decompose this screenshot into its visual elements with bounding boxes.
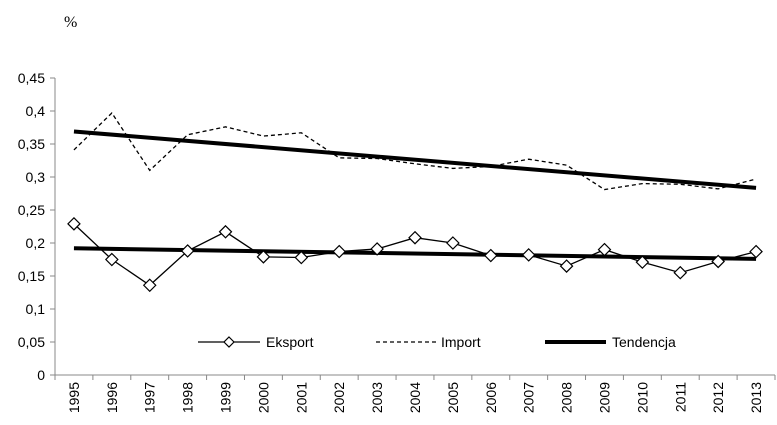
- eksport-point: [332, 244, 347, 259]
- x-tick-label: 2011: [672, 382, 688, 412]
- eksport-point: [67, 217, 81, 231]
- legend: Eksport Import Tendencja: [140, 330, 735, 354]
- legend-eksport-label: Eksport: [266, 334, 314, 350]
- x-tick-label: 2007: [521, 382, 537, 413]
- eksport-point: [370, 242, 384, 256]
- eksport-point: [142, 278, 157, 293]
- y-tick-label: 0,35: [18, 136, 45, 152]
- x-tick-label: 1999: [218, 382, 234, 413]
- x-tick-label: 2003: [369, 382, 385, 413]
- x-tick-label: 2013: [748, 382, 764, 413]
- x-tick-label: 2008: [559, 382, 575, 413]
- x-tick-label: 2005: [445, 382, 461, 413]
- y-unit-label: %: [64, 14, 77, 31]
- eksport-point: [256, 250, 271, 264]
- eksport-series: [67, 217, 763, 293]
- eksport-point: [559, 259, 574, 273]
- eksport-point: [408, 230, 422, 245]
- legend-eksport-marker: [223, 336, 235, 348]
- x-tick-label: 2000: [255, 382, 271, 413]
- x-tick-label: 1998: [180, 382, 196, 413]
- x-tick-label: 2001: [293, 382, 309, 413]
- legend-import-label: Import: [441, 334, 481, 350]
- x-tick-label: 2004: [407, 382, 423, 413]
- x-tick-label: 2009: [596, 382, 612, 413]
- x-tick-label: 2012: [710, 382, 726, 413]
- eksport-point: [711, 254, 726, 269]
- x-tick-label: 2006: [483, 382, 499, 413]
- eksport-point: [673, 265, 688, 280]
- eksport-point: [104, 252, 119, 267]
- x-tick-label: 2010: [634, 382, 650, 413]
- y-tick-label: 0: [37, 367, 45, 383]
- eksport-point: [521, 248, 536, 262]
- y-tick-label: 0,15: [18, 268, 45, 284]
- eksport-point: [218, 224, 233, 239]
- legend-tendencja-label: Tendencja: [612, 334, 676, 350]
- eksport-point: [180, 244, 195, 258]
- trend-line-eksport: [73, 246, 757, 261]
- x-tick-label: 2002: [331, 382, 347, 413]
- y-tick-label: 0,4: [26, 103, 46, 119]
- eksport-point: [597, 242, 612, 257]
- trend-line-import: [73, 129, 757, 190]
- eksport-point: [635, 255, 650, 269]
- y-tick-label: 0,1: [26, 301, 46, 317]
- y-tick-label: 0,2: [26, 235, 46, 251]
- axes: 0 0,05 0,1 0,15 0,2 0,25 0,3 0,35 0,4 0,45 1995 199…: [18, 70, 776, 413]
- eksport-point: [483, 248, 498, 263]
- eksport-point: [749, 244, 763, 259]
- x-tick-label: 1996: [104, 382, 120, 413]
- x-tick-label: 1995: [66, 382, 82, 413]
- y-tick-label: 0,45: [18, 70, 45, 86]
- import-series: [73, 111, 757, 191]
- x-tick-label: 1997: [142, 382, 158, 413]
- eksport-point: [294, 250, 309, 265]
- y-tick-label: 0,25: [18, 202, 45, 218]
- y-tick-label: 0,05: [18, 334, 45, 350]
- y-tick-label: 0,3: [26, 169, 46, 185]
- import-line: [73, 111, 757, 191]
- eksport-point: [446, 236, 460, 250]
